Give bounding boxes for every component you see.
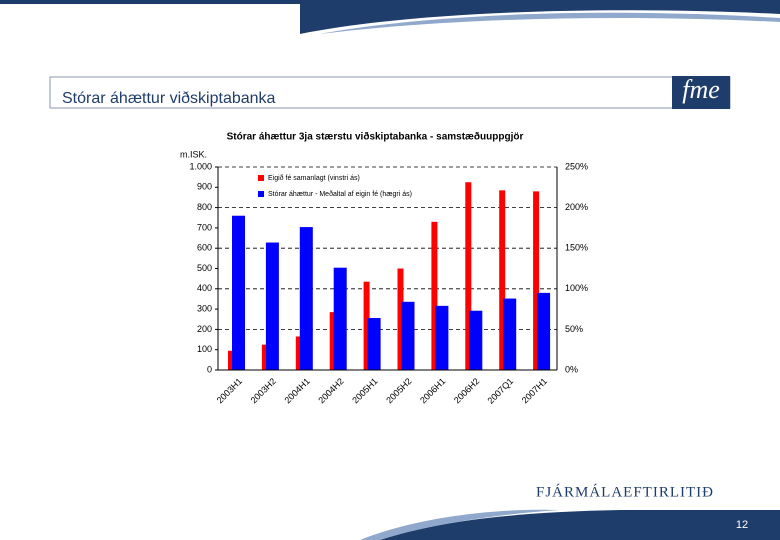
y2-tick-label: 150% [565, 243, 588, 253]
bar [503, 298, 517, 370]
y-tick-label: 0 [207, 364, 212, 374]
y-tick-label: 200 [197, 324, 212, 334]
legend-label: Stórar áhættur - Meðaltal af eigin fé (h… [268, 190, 412, 198]
y2-tick-label: 100% [565, 283, 588, 293]
bar [537, 292, 551, 370]
logo-box [672, 76, 730, 109]
page-number: 12 [736, 519, 748, 531]
y2-tick-label: 0% [565, 364, 578, 374]
bar [435, 305, 449, 370]
chart-title: Stórar áhættur 3ja stærstu viðskiptabank… [227, 131, 524, 143]
footer-logo: FJÁRMÁLAEFTIRLITIÐ [536, 483, 714, 500]
x-tick-label: 2006H2 [452, 376, 481, 405]
bar [431, 221, 438, 370]
bar [499, 190, 506, 370]
bar [397, 268, 404, 370]
bar [333, 267, 347, 370]
bar [533, 191, 540, 370]
y-tick-label: 1.000 [189, 161, 212, 171]
y-tick-label: 600 [197, 243, 212, 253]
bar [469, 310, 483, 370]
x-tick-label: 2003H1 [215, 376, 244, 405]
slide-title: Stórar áhættur viðskiptabanka [62, 90, 276, 107]
bar [295, 336, 302, 370]
bar [367, 318, 381, 370]
top-swoosh-light [320, 12, 780, 34]
y-tick-label: 100 [197, 344, 212, 354]
top-swoosh [300, 0, 780, 34]
y-tick-label: 700 [197, 222, 212, 232]
bar [401, 301, 415, 370]
legend-label: Eigið fé samanlagt (vinstri ás) [268, 174, 360, 182]
x-tick-label: 2003H2 [249, 376, 278, 405]
y2-tick-label: 250% [565, 161, 588, 171]
y2-tick-label: 200% [565, 202, 588, 212]
y-tick-label: 900 [197, 182, 212, 192]
y-tick-label: 300 [197, 303, 212, 313]
x-tick-label: 2005H2 [384, 376, 413, 405]
x-tick-label: 2006H1 [418, 376, 447, 405]
legend-swatch [258, 191, 264, 197]
bar [261, 344, 268, 370]
x-tick-label: 2004H2 [316, 376, 345, 405]
bar [299, 227, 313, 370]
bottom-swoosh-light [360, 509, 560, 540]
y-tick-label: 800 [197, 202, 212, 212]
bar [265, 242, 279, 370]
title-box [49, 76, 731, 109]
legend-swatch [258, 175, 264, 181]
bar [465, 182, 472, 370]
bar [232, 215, 245, 370]
logo: fme [682, 75, 720, 104]
x-tick-label: 2004H1 [282, 376, 311, 405]
bar [228, 350, 234, 370]
y-tick-label: 500 [197, 263, 212, 273]
x-tick-label: 2005H1 [350, 376, 379, 405]
bar [329, 312, 336, 370]
y-axis-label: m.ISK. [180, 149, 207, 159]
x-tick-label: 2007H1 [520, 376, 549, 405]
bottom-swoosh [380, 510, 780, 540]
y-tick-label: 400 [197, 283, 212, 293]
x-tick-label: 2007Q1 [486, 376, 516, 406]
bar [363, 281, 370, 370]
y2-tick-label: 50% [565, 324, 583, 334]
